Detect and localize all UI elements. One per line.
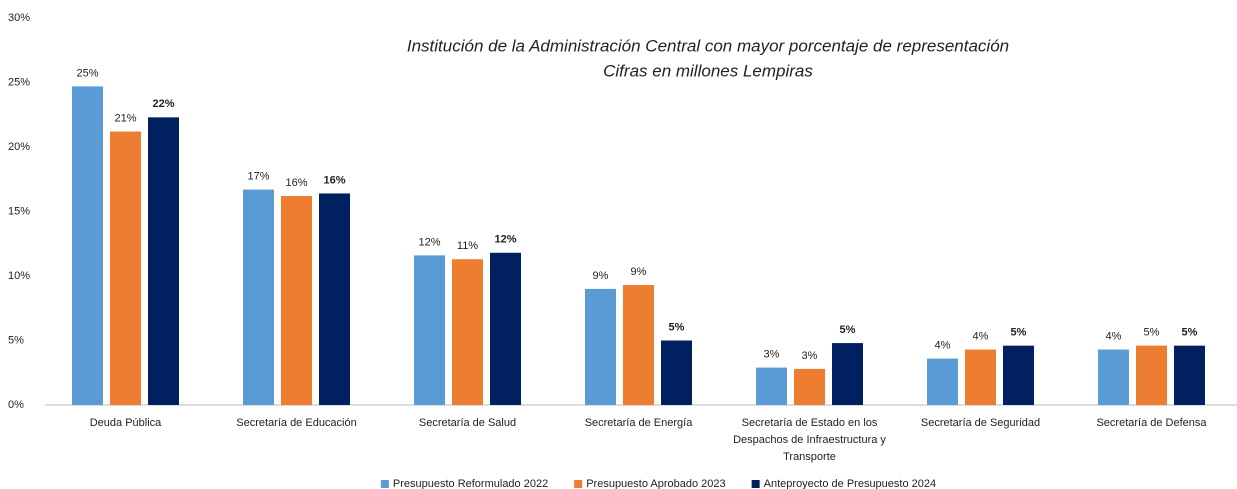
- legend-swatch: [380, 480, 389, 488]
- bar: [927, 358, 958, 405]
- data-label: 4%: [935, 339, 951, 351]
- bar: [832, 343, 863, 405]
- x-tick-label: Secretaría de Educación: [236, 417, 356, 429]
- y-tick-label: 15%: [8, 205, 30, 217]
- data-label: 11%: [457, 240, 478, 252]
- legend-swatch: [574, 480, 583, 488]
- data-label: 17%: [247, 170, 269, 182]
- y-tick-label: 5%: [8, 334, 24, 346]
- data-label: 12%: [494, 234, 516, 246]
- bar: [756, 367, 787, 405]
- data-label: 3%: [802, 350, 818, 362]
- x-tick-label: Secretaría de Energía: [585, 417, 694, 429]
- data-label: 5%: [1182, 327, 1198, 339]
- bar: [1174, 345, 1205, 405]
- data-label: 16%: [285, 177, 307, 189]
- data-label: 22%: [152, 98, 174, 110]
- legend-label: Presupuesto Aprobado 2023: [586, 478, 725, 489]
- data-label: 21%: [114, 112, 136, 124]
- x-tick-label: Deuda Pública: [90, 417, 162, 429]
- bar: [490, 252, 521, 405]
- bar: [243, 189, 274, 405]
- data-label: 3%: [764, 348, 780, 360]
- x-tick-label: Secretaría de Estado en los Despachos de …: [733, 417, 886, 463]
- x-tick-label: Secretaría de Salud: [419, 417, 516, 429]
- bar: [414, 255, 445, 405]
- y-tick-label: 10%: [8, 270, 30, 282]
- bar: [148, 117, 179, 405]
- bar: [110, 131, 141, 405]
- bar: [794, 368, 825, 405]
- data-label: 25%: [76, 67, 98, 79]
- data-label: 9%: [631, 266, 647, 278]
- legend-label: Anteproyecto de Presupuesto 2024: [764, 478, 936, 489]
- y-tick-label: 30%: [8, 12, 30, 24]
- y-tick-label: 0%: [8, 399, 24, 411]
- bar: [72, 86, 103, 406]
- bar: [1003, 345, 1034, 405]
- bar: [319, 193, 350, 405]
- data-label: 4%: [1106, 330, 1122, 342]
- data-label: 4%: [973, 330, 989, 342]
- chart-title: Institución de la Administración Central…: [407, 36, 1009, 55]
- y-tick-label: 20%: [8, 141, 30, 153]
- bar: [585, 288, 616, 405]
- data-label: 5%: [1011, 327, 1027, 339]
- bar: [281, 196, 312, 405]
- bar: [1098, 349, 1129, 405]
- data-label: 9%: [593, 270, 609, 282]
- bar: [1136, 345, 1167, 405]
- data-label: 12%: [418, 236, 440, 248]
- bar: [965, 349, 996, 405]
- data-label: 5%: [840, 324, 856, 336]
- data-label: 5%: [1144, 327, 1160, 339]
- bar: [452, 259, 483, 405]
- y-tick-label: 25%: [8, 76, 30, 88]
- x-tick-label: Secretaría de Seguridad: [921, 417, 1040, 429]
- chart-subtitle: Cifras en millones Lempiras: [603, 61, 813, 80]
- x-tick-label: Secretaría de Defensa: [1096, 417, 1207, 429]
- bar: [623, 285, 654, 405]
- data-label: 16%: [323, 174, 345, 186]
- bar: [661, 340, 692, 405]
- legend-label: Presupuesto Reformulado 2022: [393, 478, 548, 489]
- legend-swatch: [751, 480, 760, 488]
- data-label: 5%: [669, 321, 685, 333]
